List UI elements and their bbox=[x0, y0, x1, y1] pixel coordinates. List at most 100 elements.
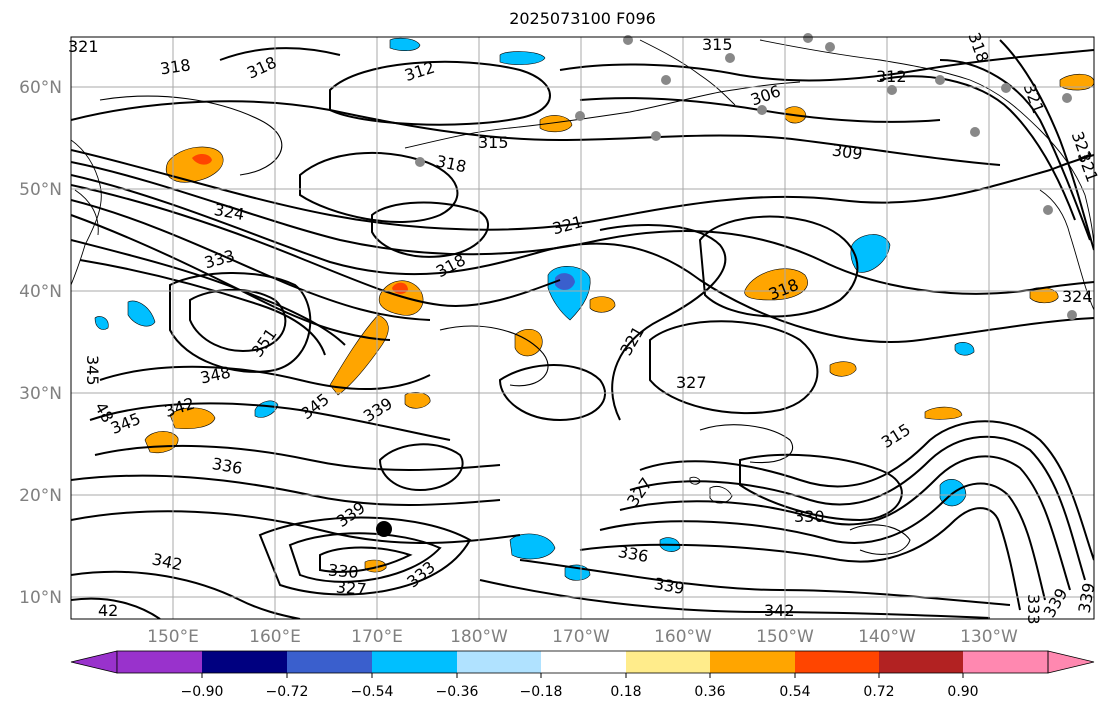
contour-line bbox=[71, 597, 161, 619]
contour-label: 318 bbox=[964, 30, 992, 65]
contour-line bbox=[498, 364, 606, 422]
colorbar-segment bbox=[963, 651, 1048, 673]
contour-line bbox=[579, 507, 1021, 611]
contour-line bbox=[71, 214, 391, 341]
blue-patch bbox=[509, 533, 556, 560]
contour-label: 315 bbox=[878, 420, 914, 452]
shaded-fields bbox=[94, 37, 1094, 581]
contour-label: 309 bbox=[831, 141, 864, 164]
colorbar-segment bbox=[372, 651, 457, 673]
station-markers bbox=[415, 33, 1077, 320]
colorbar-tick-label: 0.54 bbox=[779, 684, 810, 700]
coastline bbox=[709, 485, 733, 504]
contour-lines bbox=[71, 39, 1094, 619]
station-marker bbox=[725, 53, 735, 63]
blue-patch bbox=[127, 300, 156, 327]
contour-line bbox=[319, 546, 413, 573]
lat-label: 10°N bbox=[19, 588, 62, 608]
orange-patch bbox=[514, 328, 543, 357]
colorbar-segment bbox=[879, 651, 963, 673]
station-marker bbox=[970, 127, 980, 137]
lon-label: 160°E bbox=[249, 627, 301, 647]
contour-line bbox=[439, 325, 549, 387]
contour-line bbox=[189, 288, 287, 352]
lat-label: 50°N bbox=[19, 180, 62, 200]
contour-label: 315 bbox=[702, 35, 733, 54]
contour-label: 318 bbox=[434, 151, 468, 176]
contour-label: 339 bbox=[360, 394, 396, 426]
colorbar-frame bbox=[116, 650, 1049, 674]
contour-line bbox=[479, 579, 991, 619]
blue-patch bbox=[850, 234, 891, 273]
contour-line bbox=[258, 516, 472, 596]
station-marker bbox=[935, 75, 945, 85]
contour-label: 327 bbox=[335, 577, 367, 599]
lat-label: 40°N bbox=[19, 282, 62, 302]
station-marker bbox=[1067, 310, 1077, 320]
navy-patch bbox=[555, 273, 575, 290]
station-marker bbox=[757, 105, 767, 115]
colorbar-segment bbox=[117, 651, 202, 673]
contour-line bbox=[629, 435, 1086, 581]
blue-patch bbox=[94, 316, 109, 330]
lon-label: 160°W bbox=[654, 627, 712, 647]
station-marker bbox=[661, 75, 671, 85]
contour-line bbox=[378, 443, 464, 492]
contour-line bbox=[639, 420, 1094, 561]
orange-patch bbox=[924, 406, 963, 420]
coastline bbox=[759, 39, 1094, 251]
contour-line bbox=[71, 161, 1094, 295]
blue-patch bbox=[499, 51, 546, 65]
contour-line bbox=[71, 174, 1094, 343]
contour-line bbox=[71, 184, 561, 307]
lon-label: 130°W bbox=[960, 627, 1018, 647]
contour-line bbox=[599, 482, 1046, 601]
colorbar-tick-label: −0.18 bbox=[520, 684, 563, 700]
contour-line bbox=[879, 75, 1076, 221]
contour-label: 312 bbox=[402, 58, 437, 86]
station-marker bbox=[825, 42, 835, 52]
colorbar-tick-label: 0.36 bbox=[694, 684, 725, 700]
contour-label: 336 bbox=[211, 454, 244, 478]
contour-line bbox=[699, 424, 793, 464]
coastlines bbox=[71, 39, 1094, 504]
colorbar-tick-label: −0.90 bbox=[181, 684, 224, 700]
colorbar-segment bbox=[287, 651, 372, 673]
contour-line bbox=[299, 151, 459, 223]
contour-line bbox=[89, 402, 451, 441]
orange-patch bbox=[1059, 73, 1094, 91]
contour-line bbox=[71, 474, 501, 506]
contour-label: 315 bbox=[478, 133, 509, 152]
station-marker bbox=[887, 85, 897, 95]
contour-line bbox=[71, 510, 521, 545]
storm-center-marker bbox=[376, 521, 392, 537]
coastline bbox=[689, 476, 701, 485]
orange-patch bbox=[589, 296, 616, 313]
lat-label: 20°N bbox=[19, 486, 62, 506]
station-marker bbox=[1062, 93, 1072, 103]
orange-patch bbox=[378, 280, 424, 316]
contour-line bbox=[739, 453, 903, 522]
lat-axis: 60°N 50°N 40°N 30°N 20°N 10°N bbox=[19, 78, 62, 608]
lat-label: 30°N bbox=[19, 384, 62, 404]
contour-line bbox=[649, 320, 819, 415]
contour-label: 345 bbox=[297, 390, 333, 424]
contour-line bbox=[99, 365, 431, 391]
contour-label: 339 bbox=[653, 574, 686, 598]
contour-label: 333 bbox=[403, 557, 439, 591]
colorbar-segment bbox=[541, 651, 626, 673]
contour-label: 333 bbox=[1024, 594, 1043, 625]
lon-label: 170°W bbox=[552, 627, 610, 647]
map-title: 2025073100 F096 bbox=[509, 9, 656, 28]
colorbar-segment bbox=[202, 651, 287, 673]
orange-patch bbox=[404, 392, 431, 409]
coastline bbox=[639, 39, 736, 106]
contour-line bbox=[849, 524, 911, 555]
contour-label: 312 bbox=[876, 67, 907, 86]
colorbar-tick-labels: −0.90 −0.72 −0.54 −0.36 −0.18 0.18 0.36 … bbox=[181, 684, 979, 700]
colorbar-tick-label: 0.18 bbox=[610, 684, 641, 700]
station-marker bbox=[575, 111, 585, 121]
lon-axis: 150°E 160°E 170°E 180°W 170°W 160°W 150°… bbox=[147, 627, 1018, 647]
contour-label: 351 bbox=[248, 325, 281, 361]
